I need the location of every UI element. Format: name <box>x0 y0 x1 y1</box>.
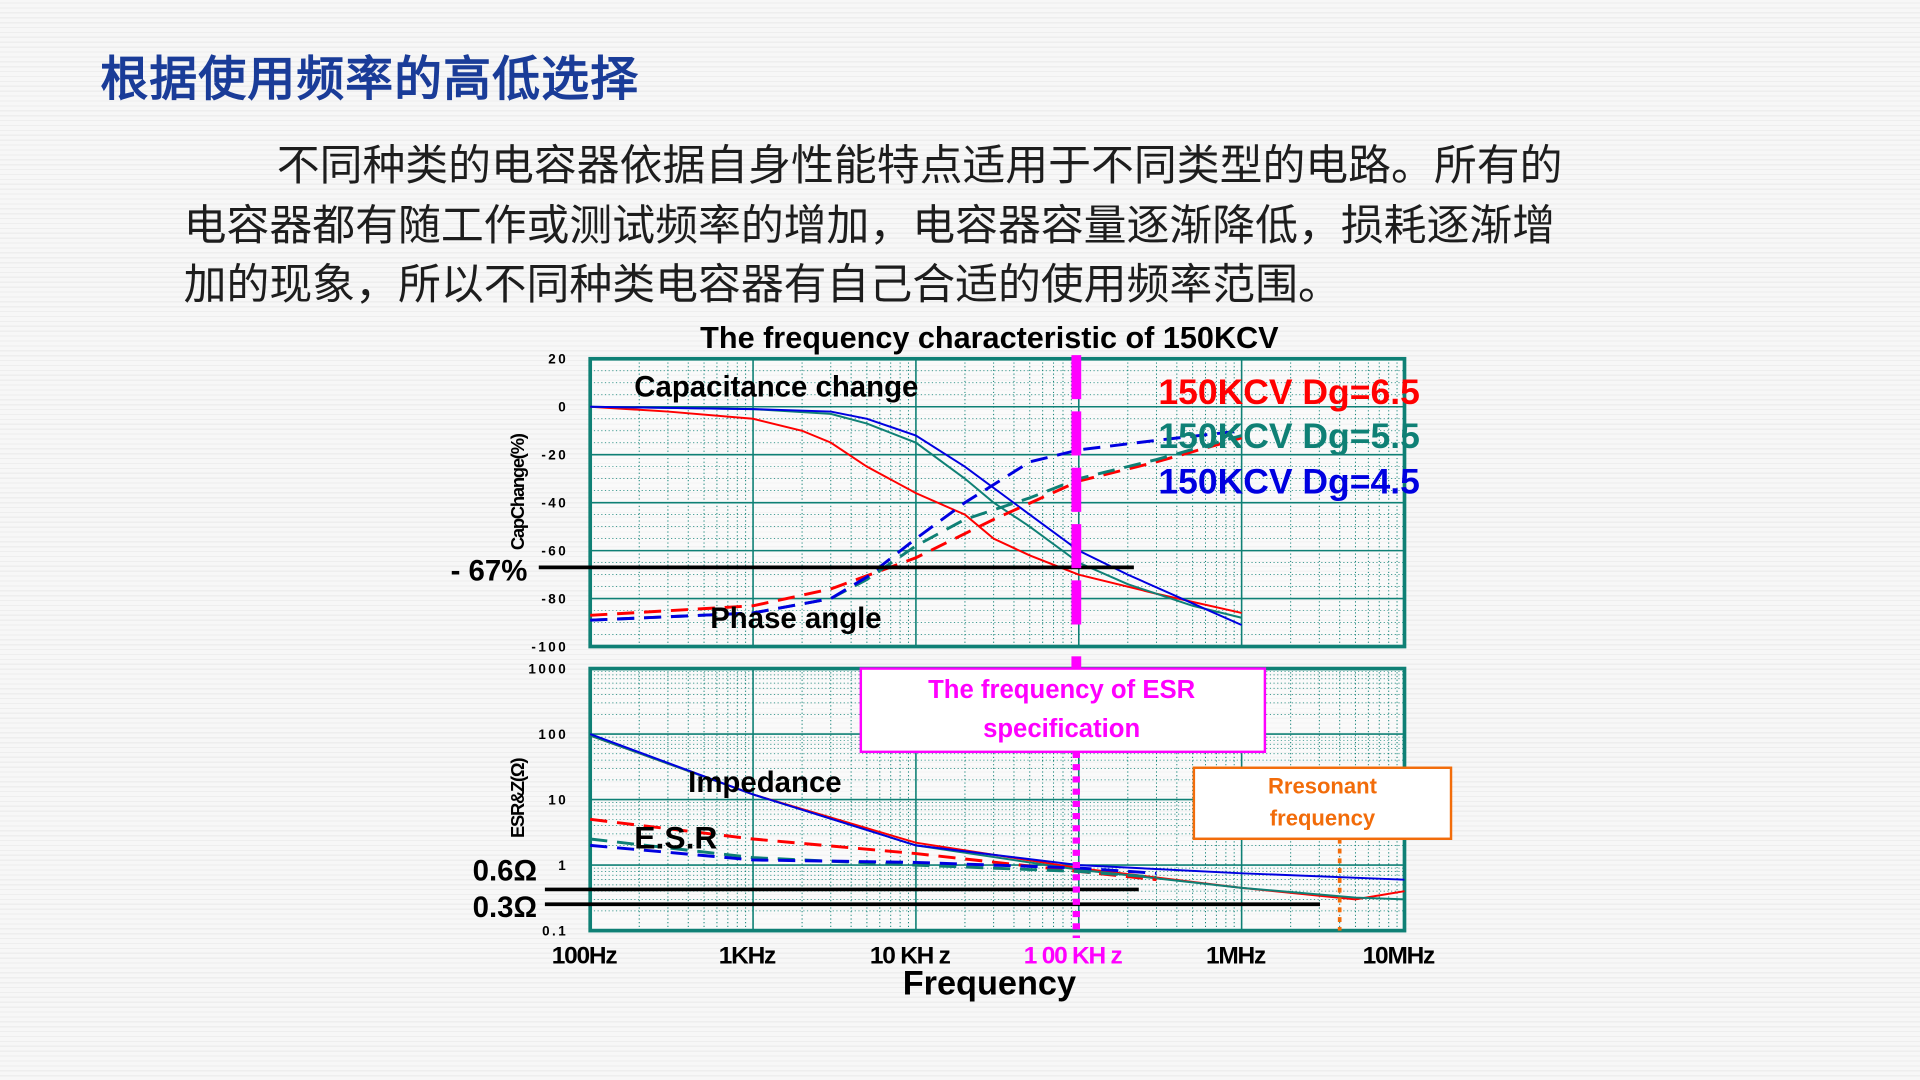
legend-entry-dg-5-5: 150KCV Dg=5.5 <box>1158 416 1419 456</box>
y-tick-label: 0.1 <box>542 924 568 939</box>
series-line-phase-angle-dg-6-5 <box>590 436 1243 617</box>
series-line-impedance-dg-4-5 <box>589 733 1405 881</box>
series-line-esr-dg-5-5 <box>590 837 1157 879</box>
paragraph-line: 电容器都有随工作或测试频率的增加，电容器容量逐渐降低，损耗逐渐增 <box>183 201 1556 251</box>
x-tick-label: 1 00 KH z <box>1024 943 1123 970</box>
x-axis-title: Frequency <box>903 964 1076 1002</box>
esr-spec-text: specification <box>983 715 1140 743</box>
y-tick-label: -80 <box>541 591 568 606</box>
y-tick-label: -60 <box>541 544 568 559</box>
resonant-callout: Rresonant frequency <box>1192 766 1453 841</box>
x-tick-label: 100Hz <box>552 943 618 970</box>
legend-entry-dg-6-5: 150KCV Dg=6.5 <box>1158 372 1419 412</box>
y-tick-label: 20 <box>548 352 568 367</box>
esr-label: E.S.R <box>634 820 717 856</box>
plot-frame <box>588 356 1407 649</box>
capacitance-change-label: Capacitance change <box>634 371 918 404</box>
minus-67-percent-label: - 67% <box>451 554 528 587</box>
series-line-cap-change-dg-6-5 <box>590 405 1242 614</box>
y-tick-label: -20 <box>541 448 568 463</box>
series-line-phase-angle-dg-4-5 <box>590 429 1242 622</box>
x-tick-label: 1MHz <box>1206 943 1266 970</box>
y-tick-label: 100 <box>538 727 568 742</box>
y-tick-label: 0 <box>558 400 568 415</box>
series-line-cap-change-dg-5-5 <box>590 405 1242 619</box>
paragraph-line: 加的现象，所以不同种类电容器有自己合适的使用频率范围。 <box>183 260 1341 310</box>
series-line-cap-change-dg-4-5 <box>590 405 1243 626</box>
y-tick-label: -40 <box>541 496 568 511</box>
series-line-esr-dg-4-5 <box>590 843 1157 875</box>
x-tick-label: 1KHz <box>719 943 776 970</box>
x-tick-label: 10 KH z <box>870 943 951 970</box>
phase-angle-label: Phase angle <box>710 602 881 635</box>
legend-entry-dg-4-5: 150KCV Dg=4.5 <box>1158 461 1419 501</box>
slide-title: 根据使用频率的高低选择 <box>100 52 640 108</box>
paragraph-line: 不同种类的电容器依据自身性能特点适用于不同类型的电路。所有的 <box>276 142 1563 192</box>
ref-0-6-ohm-label: 0.6Ω <box>473 854 537 887</box>
y-tick-label: 1000 <box>528 661 568 676</box>
slide-paragraph: 不同种类的电容器依据自身性能特点适用于不同类型的电路。所有的 电容器都有随工作或… <box>184 137 1563 315</box>
x-tick-label: 10MHz <box>1363 943 1435 970</box>
resonant-text: frequency <box>1270 805 1376 830</box>
legend: 150KCV Dg=6.5 150KCV Dg=5.5 150KCV Dg=4.… <box>1158 372 1419 501</box>
esr-spec-box <box>859 667 1267 754</box>
impedance-label: Impedance <box>688 766 841 799</box>
ref-0-3-ohm-label: 0.3Ω <box>473 891 537 924</box>
y-tick-label: -100 <box>531 639 568 654</box>
chart-title: The frequency characteristic of 150KCV <box>700 321 1279 355</box>
esr-spec-text: The frequency of ESR <box>928 676 1196 704</box>
y-tick-label: 1 <box>558 858 568 873</box>
y-tick-label: 10 <box>548 792 568 807</box>
resonant-box <box>1192 766 1453 841</box>
y-axis-title-top: CapChange(%) <box>507 433 528 550</box>
resonant-text: Rresonant <box>1268 773 1378 798</box>
esr-spec-callout: The frequency of ESR specification <box>859 667 1267 754</box>
y-axis-title-bottom: ESR&Z(Ω) <box>507 758 528 838</box>
